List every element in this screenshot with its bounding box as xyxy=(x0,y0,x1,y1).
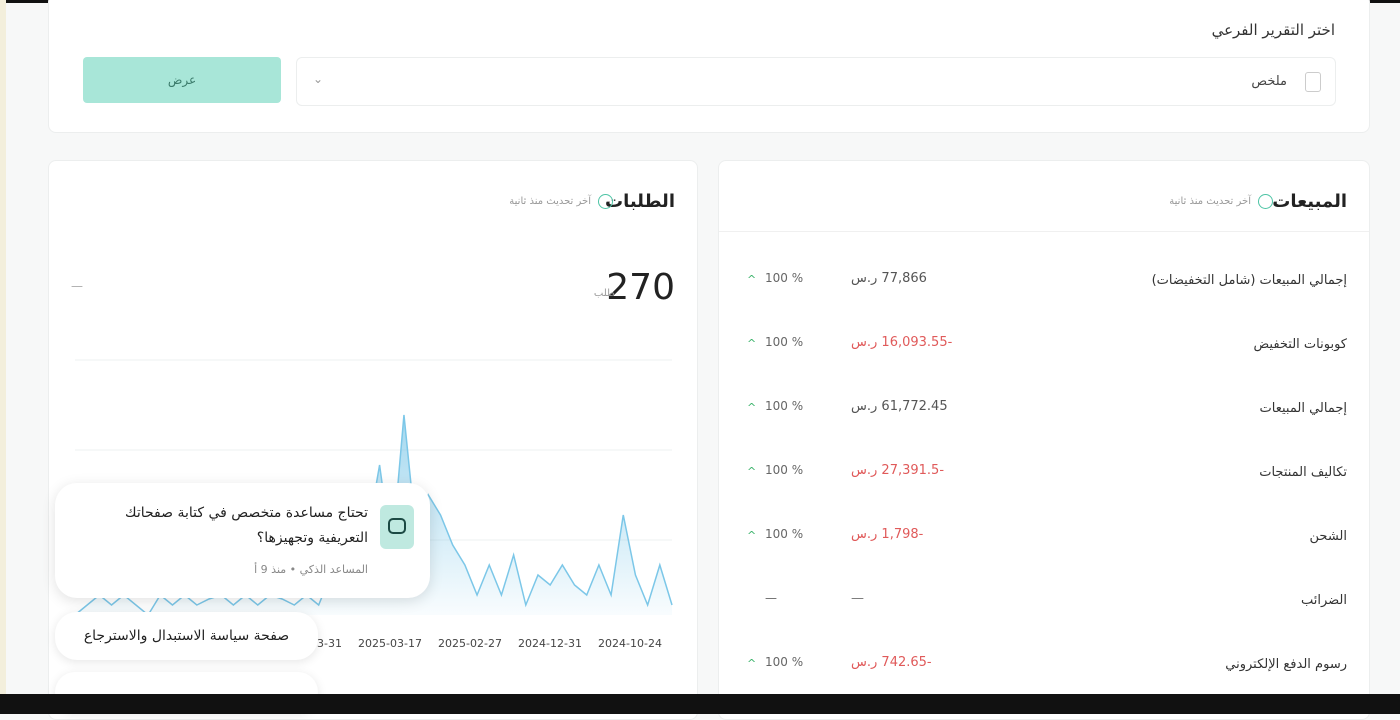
x-tick-label: 2024-10-24 xyxy=(598,637,662,650)
assistant-popup[interactable]: تحتاج مساعدة متخصص في كتابة صفحاتك التعر… xyxy=(55,483,430,598)
row-label: كوبونات التخفيض xyxy=(1253,337,1347,352)
assistant-icon xyxy=(380,505,414,549)
sales-title: المبيعات xyxy=(1272,191,1347,212)
orders-total: 270 xyxy=(606,267,675,308)
show-button[interactable]: عرض xyxy=(83,57,281,103)
row-change: — xyxy=(765,591,777,605)
select-value: ملخص xyxy=(1251,74,1287,89)
row-value: — xyxy=(851,591,864,606)
filter-label: اختر التقرير الفرعي xyxy=(1211,21,1335,39)
row-label: إجمالي المبيعات (شامل التخفيضات) xyxy=(1151,273,1347,288)
report-select[interactable]: ملخص ⌄ xyxy=(296,57,1336,106)
filter-card: اختر التقرير الفرعي ملخص ⌄ عرض xyxy=(48,0,1370,133)
up-arrow: ^ xyxy=(747,529,757,542)
divider xyxy=(719,231,1369,232)
up-arrow: ^ xyxy=(747,401,757,414)
up-arrow: ^ xyxy=(747,465,757,478)
button-text: عرض xyxy=(167,73,197,87)
up-arrow: ^ xyxy=(747,337,757,350)
row-label: إجمالي المبيعات xyxy=(1259,401,1347,416)
bottom-bar xyxy=(0,694,1400,714)
side-strip xyxy=(0,0,6,694)
row-label: رسوم الدفع الإلكتروني xyxy=(1225,657,1347,672)
row-label: تكاليف المنتجات xyxy=(1259,465,1347,480)
row-change: 100 % xyxy=(765,463,804,477)
row-label: الشحن xyxy=(1309,529,1347,544)
x-tick-label: 2024-12-31 xyxy=(518,637,582,650)
row-change: 100 % xyxy=(765,399,804,413)
row-value: 61,772.45 ر.س xyxy=(851,399,948,414)
x-tick-label: 2025-02-27 xyxy=(438,637,502,650)
row-value: -27,391.5 ر.س xyxy=(851,463,945,478)
orders-updated: آخر تحديث منذ ثانية xyxy=(509,196,591,207)
row-change: 100 % xyxy=(765,271,804,285)
row-value: -742.65 ر.س xyxy=(851,655,932,670)
chevron: ⌄ xyxy=(313,72,324,86)
sales-updated: آخر تحديث منذ ثانية xyxy=(1169,196,1251,207)
up-arrow: ^ xyxy=(747,657,757,670)
assistant-message: تحتاج مساعدة متخصص في كتابة صفحاتك التعر… xyxy=(125,505,368,546)
orders-dash: — xyxy=(71,279,83,293)
row-value: 77,866 ر.س xyxy=(851,271,927,286)
row-change: 100 % xyxy=(765,527,804,541)
info-icon xyxy=(1258,194,1273,209)
assistant-meta: المساعد الذكي • منذ 9 أ xyxy=(254,563,368,576)
info-icon xyxy=(598,194,613,209)
row-value: -1,798 ر.س xyxy=(851,527,924,542)
x-tick-label: 2025-03-17 xyxy=(358,637,422,650)
orders-unit: طلب xyxy=(593,288,615,299)
row-change: 100 % xyxy=(765,335,804,349)
orders-title: الطلبات xyxy=(604,191,675,212)
row-change: 100 % xyxy=(765,655,804,669)
suggestion-chip[interactable]: صفحة سياسة الاستبدال والاسترجاع xyxy=(55,612,318,660)
suggestion-text: صفحة سياسة الاستبدال والاسترجاع xyxy=(83,628,290,644)
sales-card: المبيعات آخر تحديث منذ ثانية إجمالي المب… xyxy=(718,160,1370,720)
select-icon xyxy=(1305,72,1321,92)
icon-glyph xyxy=(388,518,406,534)
row-label: الضرائب xyxy=(1300,593,1347,608)
up-arrow: ^ xyxy=(747,273,757,286)
row-value: -16,093.55 ر.س xyxy=(851,335,953,350)
